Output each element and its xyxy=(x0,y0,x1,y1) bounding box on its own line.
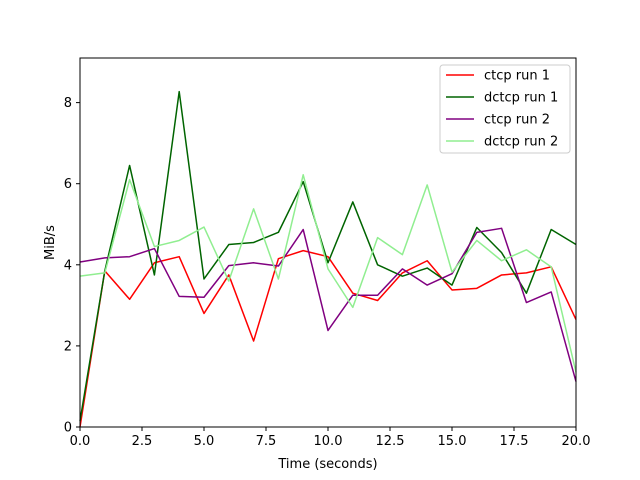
y-axis-label: MiB/s xyxy=(43,225,58,260)
y-tick-label: 0 xyxy=(64,421,72,436)
y-axis-ticks: 0 2 4 6 8 xyxy=(64,96,80,436)
x-tick-label: 7.5 xyxy=(256,434,277,449)
plot-lines xyxy=(79,90,577,428)
series-line-1 xyxy=(79,249,577,428)
x-tick-label: 10.0 xyxy=(314,434,343,449)
series-line-2 xyxy=(79,90,577,422)
x-tick-label: 5.0 xyxy=(194,434,215,449)
y-tick-label: 4 xyxy=(64,258,72,273)
y-tick-label: 8 xyxy=(64,96,72,111)
legend-label-4: dctcp run 2 xyxy=(484,135,558,150)
x-tick-label: 2.5 xyxy=(132,434,153,449)
series-line-3 xyxy=(79,227,577,382)
x-tick-label: 17.5 xyxy=(500,434,529,449)
legend-label-1: ctcp run 1 xyxy=(484,69,550,84)
legend-box xyxy=(439,64,571,154)
legend-label-2: dctcp run 1 xyxy=(484,91,558,106)
y-tick-label: 2 xyxy=(64,339,72,354)
legend: ctcp run 1 dctcp run 1 ctcp run 2 dctcp run… xyxy=(439,64,571,154)
x-tick-label: 12.5 xyxy=(376,434,405,449)
y-tick-label: 6 xyxy=(64,177,72,192)
x-tick-label: 20.0 xyxy=(562,434,591,449)
x-axis-ticks: 0.0 2.5 5.0 7.5 10.0 12.5 15.0 17.5 20.0 xyxy=(70,427,591,449)
x-axis-label: Time (seconds) xyxy=(277,457,377,472)
x-tick-label: 0.0 xyxy=(70,434,91,449)
legend-label-3: ctcp run 2 xyxy=(484,113,550,128)
x-tick-label: 15.0 xyxy=(438,434,467,449)
series-line-4 xyxy=(79,174,577,373)
